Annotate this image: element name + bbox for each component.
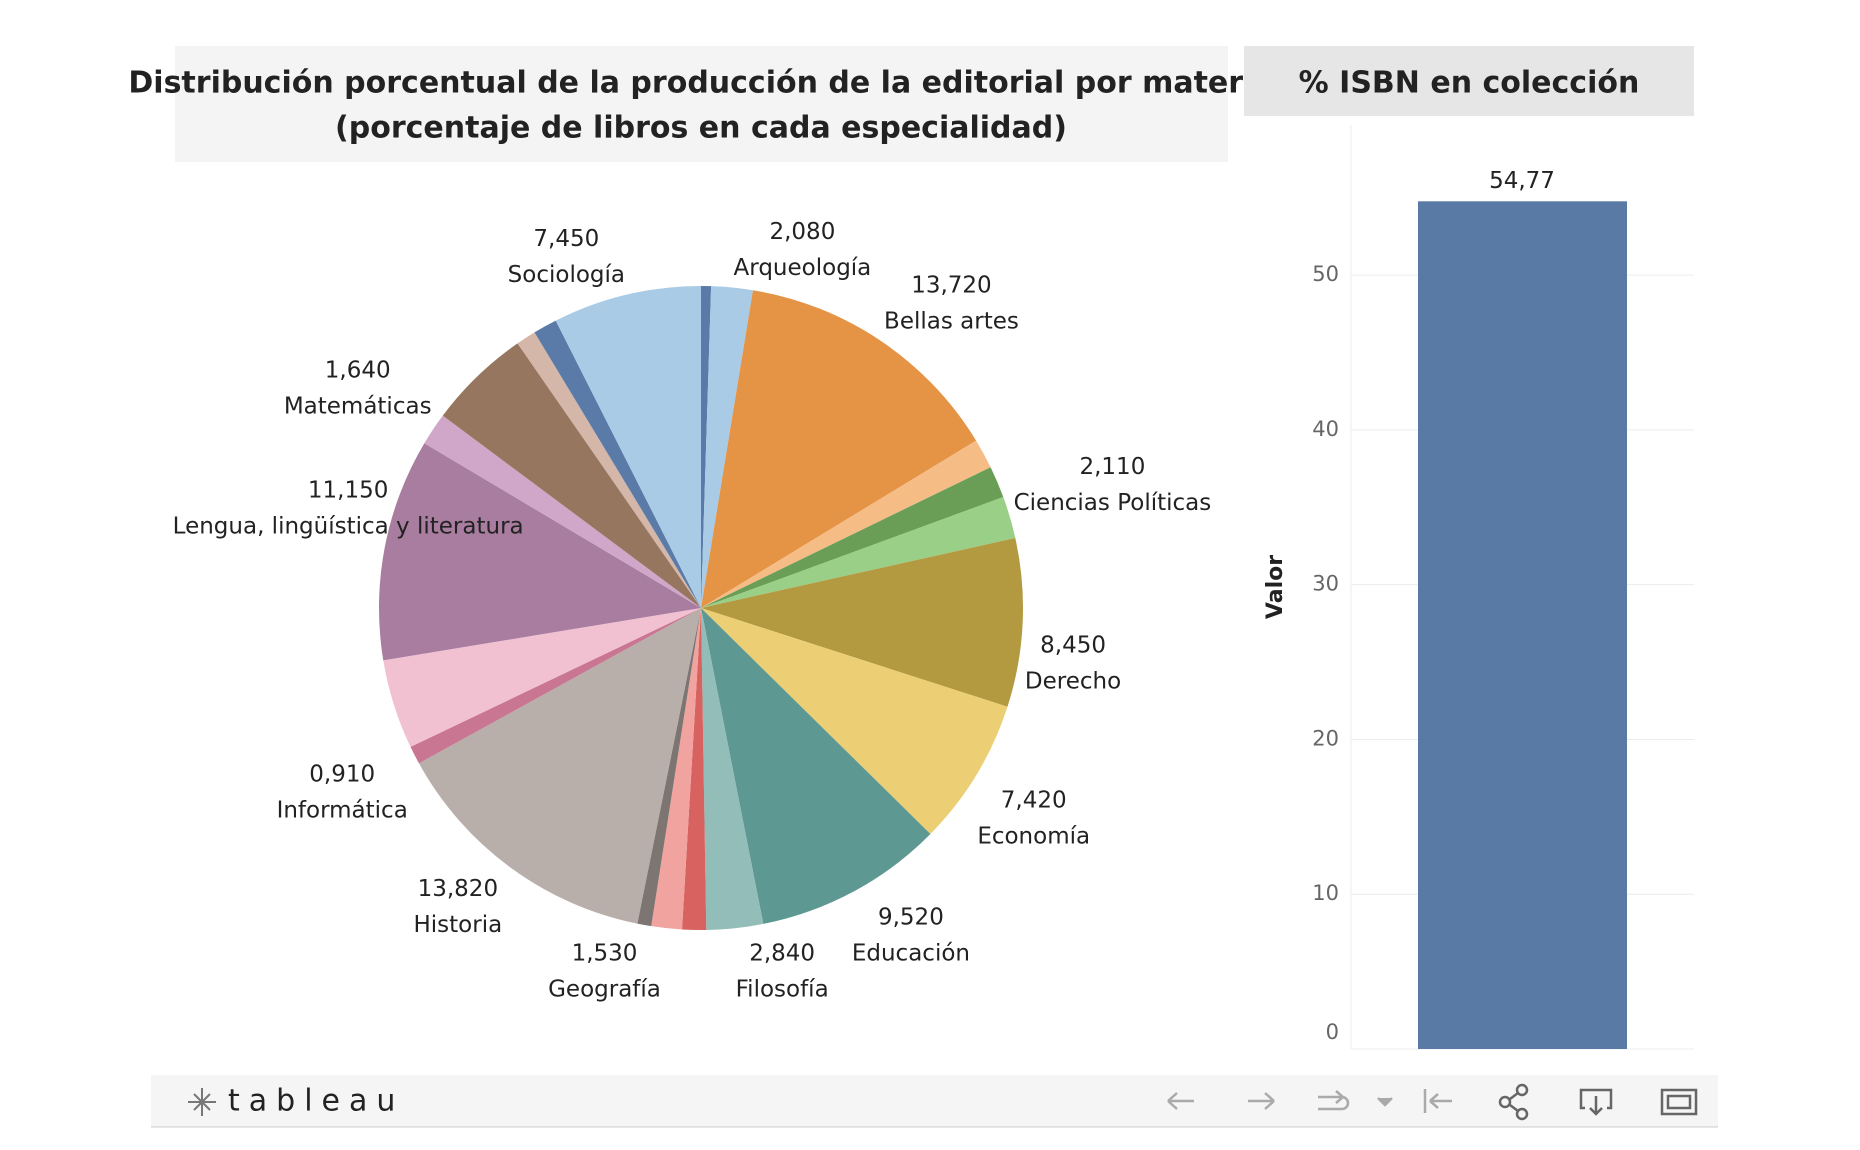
slice-value-label: 7,420	[1001, 788, 1067, 814]
slice-label: Derecho	[1025, 669, 1121, 695]
slice-label: Lengua, lingüística y literatura	[173, 514, 524, 540]
y-tick-label: 50	[1312, 262, 1339, 286]
share-button[interactable]	[1498, 1083, 1529, 1121]
slice-value-label: 2,110	[1079, 454, 1145, 480]
slice-label: Economía	[977, 824, 1090, 850]
slice-label: Bellas artes	[884, 309, 1019, 335]
pie-slice	[701, 537, 1024, 707]
pie-slice	[701, 497, 1016, 608]
y-tick-label: 10	[1312, 881, 1339, 905]
slice-label: Arqueología	[734, 255, 872, 281]
pie-slice	[701, 440, 991, 608]
slice-value-label: 9,520	[878, 905, 944, 931]
revert-button[interactable]	[1318, 1090, 1350, 1111]
pie-slice	[681, 608, 707, 930]
pie-slice	[442, 343, 701, 608]
slice-value-label: 2,840	[749, 940, 815, 966]
slice-label: Matemáticas	[284, 393, 432, 419]
y-tick-label: 0	[1326, 1020, 1339, 1044]
slice-label: Informática	[277, 797, 408, 823]
y-axis-label: Valor	[1263, 555, 1288, 619]
logo-icon	[188, 1088, 216, 1116]
pie-slice	[383, 608, 701, 747]
brand: tableau	[228, 1084, 404, 1119]
pie-slice	[701, 608, 1008, 834]
slice-value-label: 2,080	[769, 219, 835, 245]
y-tick-label: 20	[1312, 726, 1339, 750]
bar-chart: 0 10 20 30 40 50 54,77	[1312, 125, 1694, 1050]
slice-value-label: 8,450	[1040, 633, 1106, 659]
pie-slice	[701, 286, 753, 608]
revert-menu[interactable]	[1377, 1097, 1393, 1107]
pie-slice	[418, 608, 701, 924]
slice-value-label: 13,820	[418, 876, 498, 902]
pie-subtitle: (porcentaje de libros en cada especialid…	[335, 111, 1067, 146]
pie-slice	[651, 608, 701, 930]
pie-slice	[701, 467, 1004, 608]
pie-slice	[555, 286, 701, 608]
y-tick-label: 30	[1312, 572, 1339, 596]
bar-title-box	[1244, 46, 1694, 116]
pie-slice	[701, 286, 712, 608]
bar	[1418, 201, 1627, 1049]
slice-value-label: 13,720	[911, 273, 991, 299]
pie-slice	[379, 443, 701, 661]
pie-slice	[424, 415, 701, 608]
slice-value-label: 1,640	[325, 357, 391, 383]
pie-slice	[410, 608, 701, 764]
bar-title: % ISBN en colección	[1299, 66, 1640, 101]
pie-title-box	[175, 46, 1228, 162]
undo-button[interactable]	[1167, 1092, 1194, 1110]
slice-label: Sociología	[508, 262, 625, 288]
slice-label: Filosofía	[736, 976, 829, 1002]
reset-button[interactable]	[1423, 1089, 1452, 1113]
slice-label: Educación	[852, 941, 970, 967]
slice-value-label: 0,910	[309, 761, 375, 787]
slice-value-label: 11,150	[308, 478, 388, 504]
redo-button[interactable]	[1248, 1092, 1275, 1110]
pie-slice	[701, 608, 764, 930]
pie-title: Distribución porcentual de la producción…	[128, 66, 1273, 101]
pie: 2,080 Arqueología 13,720 Bellas artes 2,110 C…	[173, 219, 1212, 1002]
pie-slice	[534, 320, 701, 608]
pie-slice	[517, 332, 701, 608]
pie-slice	[701, 608, 931, 924]
bar-value-label: 54,77	[1489, 168, 1555, 194]
slice-label: Ciencias Políticas	[1014, 490, 1212, 516]
fullscreen-button[interactable]	[1660, 1088, 1698, 1116]
pie-slice	[637, 608, 701, 927]
pie-slice	[701, 290, 977, 608]
toolbar	[151, 1075, 1718, 1127]
slice-label: Geografía	[548, 976, 661, 1002]
slice-value-label: 1,530	[572, 940, 638, 966]
slice-value-label: 7,450	[533, 226, 599, 252]
slice-label: Historia	[413, 912, 502, 938]
y-tick-label: 40	[1312, 417, 1339, 441]
download-button[interactable]	[1579, 1088, 1613, 1116]
